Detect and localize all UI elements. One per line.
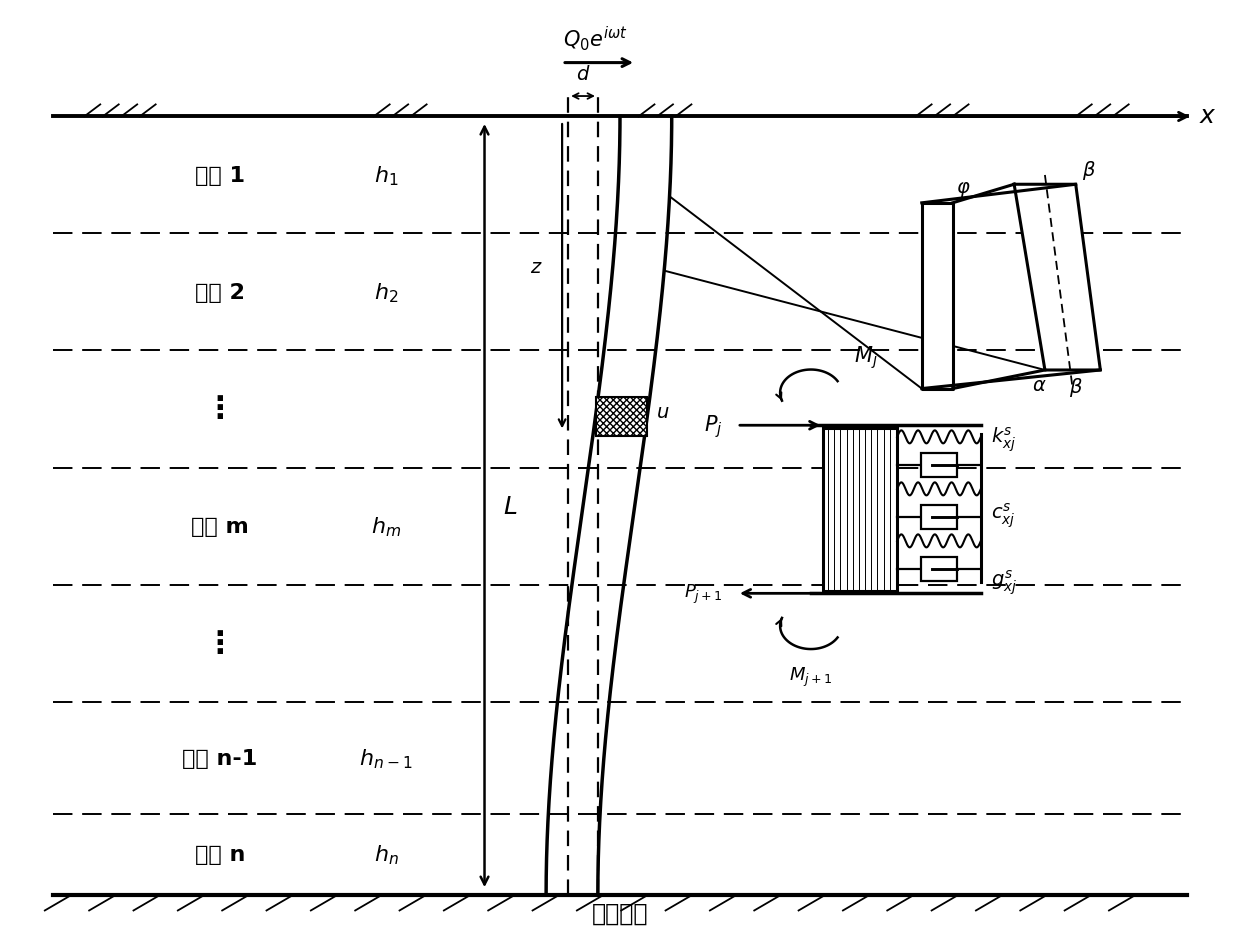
Text: $g_{xj}^s$: $g_{xj}^s$ [991, 568, 1017, 596]
Text: $P_{j+1}$: $P_{j+1}$ [683, 582, 722, 606]
Bar [920, 453, 957, 477]
Text: $c_{xj}^s$: $c_{xj}^s$ [991, 501, 1016, 530]
Text: $\varphi$: $\varphi$ [956, 180, 971, 199]
Bar [920, 505, 957, 529]
Text: $\beta$: $\beta$ [1069, 375, 1083, 398]
Text: $L$: $L$ [503, 494, 517, 518]
Text: 土层 1: 土层 1 [195, 166, 244, 185]
Text: 土层 n: 土层 n [195, 844, 244, 864]
Bar [823, 429, 897, 591]
Text: $d$: $d$ [575, 65, 590, 84]
Text: $u$: $u$ [656, 402, 670, 422]
Text: $h_m$: $h_m$ [371, 515, 401, 538]
Text: $h_n$: $h_n$ [373, 842, 398, 866]
Text: $k_{xj}^s$: $k_{xj}^s$ [991, 425, 1016, 454]
Text: $M_{j+1}$: $M_{j+1}$ [789, 665, 832, 688]
Text: $Q_0 e^{i\omega t}$: $Q_0 e^{i\omega t}$ [563, 24, 627, 53]
Text: $h_1$: $h_1$ [373, 164, 398, 187]
Text: 土层 n-1: 土层 n-1 [182, 748, 258, 768]
Polygon shape [1014, 185, 1100, 371]
Text: 刚性基底: 刚性基底 [591, 900, 649, 925]
Text: ⋮: ⋮ [205, 395, 234, 424]
Text: $P_j$: $P_j$ [703, 413, 722, 439]
Text: $z$: $z$ [529, 258, 542, 277]
Text: 土层 2: 土层 2 [195, 283, 244, 302]
Text: $\beta$: $\beta$ [1081, 159, 1096, 183]
Text: 土层 m: 土层 m [191, 517, 248, 536]
Text: $\alpha$: $\alpha$ [1032, 375, 1047, 394]
Bar [595, 398, 647, 436]
Text: $h_{n-1}$: $h_{n-1}$ [360, 746, 413, 769]
Text: $x$: $x$ [1199, 104, 1216, 127]
Bar [920, 557, 957, 581]
Polygon shape [921, 204, 952, 389]
Text: ⋮: ⋮ [205, 629, 234, 658]
Text: $M_j$: $M_j$ [854, 344, 878, 370]
Text: $h_2$: $h_2$ [373, 281, 398, 304]
